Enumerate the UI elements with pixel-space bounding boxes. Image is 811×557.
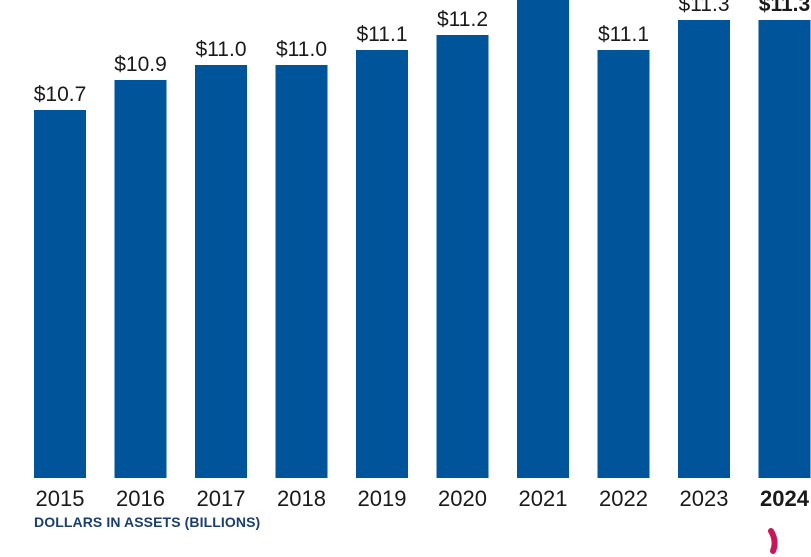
x-axis-tick-labels: 2015 2016 2017 2018 2019 2020 2021 2022 2023 2024	[36, 486, 810, 511]
bar-2016	[114, 80, 167, 478]
bar-2024	[758, 20, 811, 478]
bar-2017	[195, 65, 247, 478]
value-label-2022: $11.1	[598, 23, 649, 46]
value-label-2020: $11.2	[437, 8, 488, 31]
bar-2015	[34, 110, 86, 478]
value-label-2016: $10.9	[114, 53, 167, 76]
bar-2018	[275, 65, 328, 478]
axis-caption: DOLLARS IN ASSETS (BILLIONS)	[34, 514, 261, 530]
value-label-2015: $10.7	[34, 83, 87, 106]
x-tick-label-2018: 2018	[277, 486, 326, 511]
value-label-2018: $11.0	[276, 38, 327, 61]
bar-2019	[356, 50, 408, 478]
bar-2021	[517, 0, 569, 478]
accent-marker-icon	[768, 528, 778, 554]
x-tick-label-2016: 2016	[116, 486, 165, 511]
value-labels-group: $10.7$10.9$11.0$11.0$11.1$11.2$11.5$11.1…	[34, 0, 810, 106]
x-tick-label-2021: 2021	[519, 486, 568, 511]
x-tick-label-2015: 2015	[36, 486, 85, 511]
value-label-2023: $11.3	[679, 0, 730, 16]
value-label-2017: $11.0	[196, 38, 247, 61]
x-tick-label-2017: 2017	[197, 486, 246, 511]
bar-2020	[436, 35, 489, 478]
x-tick-label-2024: 2024	[760, 486, 810, 511]
bar-2023	[678, 20, 730, 478]
x-tick-label-2023: 2023	[680, 486, 729, 511]
bar-2022	[597, 50, 650, 478]
value-label-2024: $11.3	[759, 0, 810, 16]
bars-group	[34, 0, 811, 478]
x-tick-label-2022: 2022	[599, 486, 648, 511]
value-label-2019: $11.1	[357, 23, 408, 46]
x-tick-label-2019: 2019	[358, 486, 407, 511]
x-tick-label-2020: 2020	[438, 486, 487, 511]
